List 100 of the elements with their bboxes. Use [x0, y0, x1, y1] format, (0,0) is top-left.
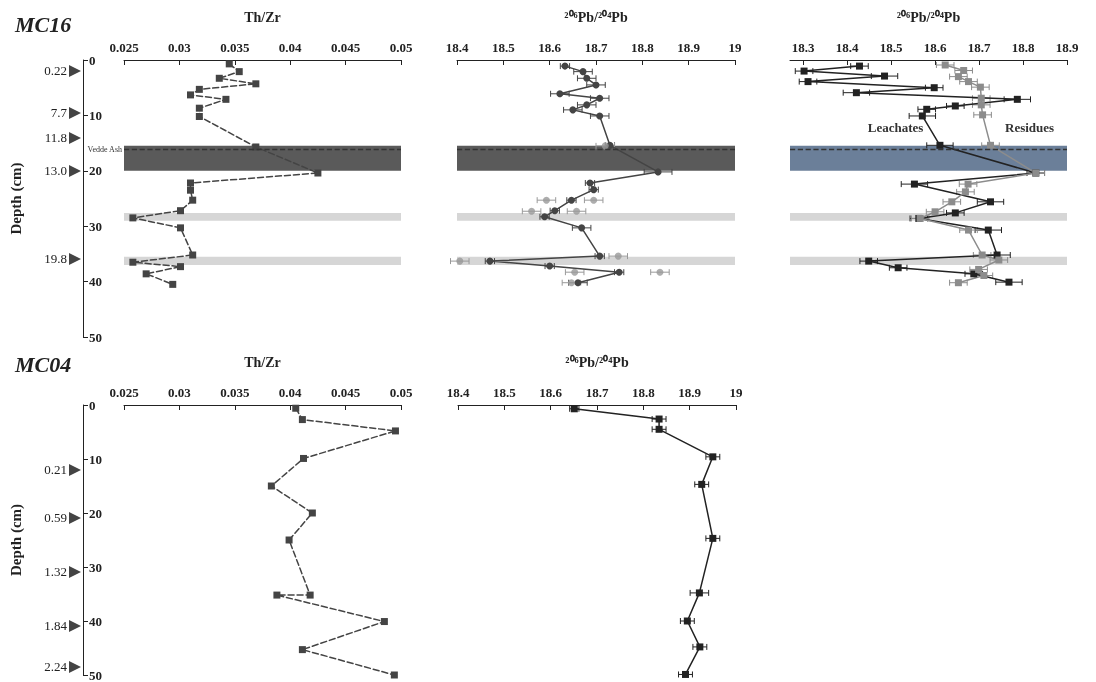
point	[579, 68, 587, 76]
x-axis-title: Th/Zr	[244, 354, 281, 370]
point	[556, 90, 564, 98]
point	[954, 279, 962, 287]
x-tick-label: 18.6	[923, 40, 947, 55]
point	[948, 198, 956, 206]
x-axis-title: Th/Zr	[244, 9, 281, 25]
x-tick-label: 0.03	[168, 40, 192, 55]
x-tick-label: 0.025	[109, 40, 140, 55]
point	[596, 94, 604, 102]
x-tick-label: 18.8	[630, 40, 655, 55]
point	[696, 643, 704, 651]
y-axis-title: Depth (cm)	[7, 162, 25, 235]
x-tick-label: 18.4	[446, 385, 470, 400]
x-tick-label: 0.04	[278, 40, 303, 55]
text: 1.32	[44, 564, 67, 580]
x-tick-label: 18.9	[677, 40, 701, 55]
point	[964, 180, 972, 188]
point	[195, 113, 203, 121]
point	[583, 74, 591, 82]
point	[1005, 278, 1013, 286]
point	[961, 188, 969, 196]
y-tick-label: 10	[89, 451, 102, 467]
x-tick-label: 18.6	[538, 40, 562, 55]
x-tick-label: 18.7	[584, 40, 608, 55]
point	[656, 268, 664, 276]
point	[298, 646, 306, 654]
point	[142, 270, 150, 278]
point	[186, 179, 194, 187]
y-tick-label: 0	[89, 52, 96, 68]
point	[267, 482, 275, 490]
x-tick-label: 19	[729, 385, 743, 400]
y-tick-label: 20	[89, 505, 102, 521]
x-tick-label: 18.5	[492, 385, 517, 400]
x-tick-label: 0.05	[389, 40, 413, 55]
point	[683, 617, 691, 625]
text: 0.22	[43, 63, 67, 80]
x-tick-label: 18.8	[1011, 40, 1035, 55]
point	[177, 207, 185, 215]
x-tick-label: 0.035	[220, 385, 250, 400]
point	[186, 186, 194, 194]
point	[186, 91, 194, 99]
point	[390, 671, 398, 679]
y-tick-label: 50	[89, 329, 102, 345]
point	[960, 67, 968, 75]
point	[918, 112, 926, 120]
point	[951, 102, 959, 110]
chart-title: MC16	[14, 11, 72, 37]
x-tick-label: 0.045	[330, 385, 361, 400]
point	[865, 257, 873, 265]
point	[977, 101, 985, 109]
point	[578, 224, 586, 232]
point	[391, 427, 399, 435]
y-tick-label: 0	[89, 397, 96, 413]
point	[380, 618, 388, 626]
point	[855, 62, 863, 70]
point	[910, 180, 918, 188]
y-tick-label: 50	[89, 667, 102, 682]
point	[852, 89, 860, 97]
point	[930, 84, 938, 92]
point	[222, 95, 230, 103]
point	[951, 209, 959, 217]
x-axis-title: ²⁰⁶Pb/²⁰⁴Pb	[896, 8, 961, 25]
x-tick-label: 0.045	[330, 40, 361, 55]
point	[975, 265, 983, 273]
x-axis-title: ²⁰⁶Pb/²⁰⁴Pb	[565, 353, 629, 370]
y-tick-label: 30	[89, 218, 102, 234]
x-tick-label: 18.5	[879, 40, 903, 55]
ref-line-label: Vedde Ash	[87, 145, 122, 155]
x-tick-label: 0.05	[389, 385, 413, 400]
point	[1013, 95, 1021, 103]
point	[292, 404, 300, 412]
text: 13.0	[44, 162, 67, 178]
point	[298, 416, 306, 424]
point	[285, 536, 293, 544]
x-tick-label: 0.03	[168, 385, 192, 400]
point	[129, 214, 137, 222]
point	[308, 509, 316, 517]
y-axis-title: Depth (cm)	[7, 503, 25, 577]
point	[235, 68, 243, 76]
point	[177, 224, 185, 232]
point	[195, 104, 203, 112]
point	[881, 72, 889, 80]
point	[273, 591, 281, 599]
y-tick-label: 40	[89, 274, 102, 290]
point	[252, 80, 260, 88]
point	[987, 141, 994, 149]
point	[573, 207, 581, 215]
y-tick-label: 10	[89, 107, 102, 123]
point	[569, 106, 577, 114]
point	[300, 454, 307, 462]
x-tick-label: 18.5	[491, 40, 516, 55]
text: 19.8	[43, 251, 67, 268]
point	[931, 208, 939, 216]
x-tick-label: 18.3	[791, 40, 816, 55]
x-axis-title: ²⁰⁶Pb/²⁰⁴Pb	[564, 8, 628, 25]
x-tick-label: 0.04	[278, 385, 303, 400]
point	[306, 591, 314, 599]
point	[655, 425, 663, 433]
point	[978, 251, 986, 259]
